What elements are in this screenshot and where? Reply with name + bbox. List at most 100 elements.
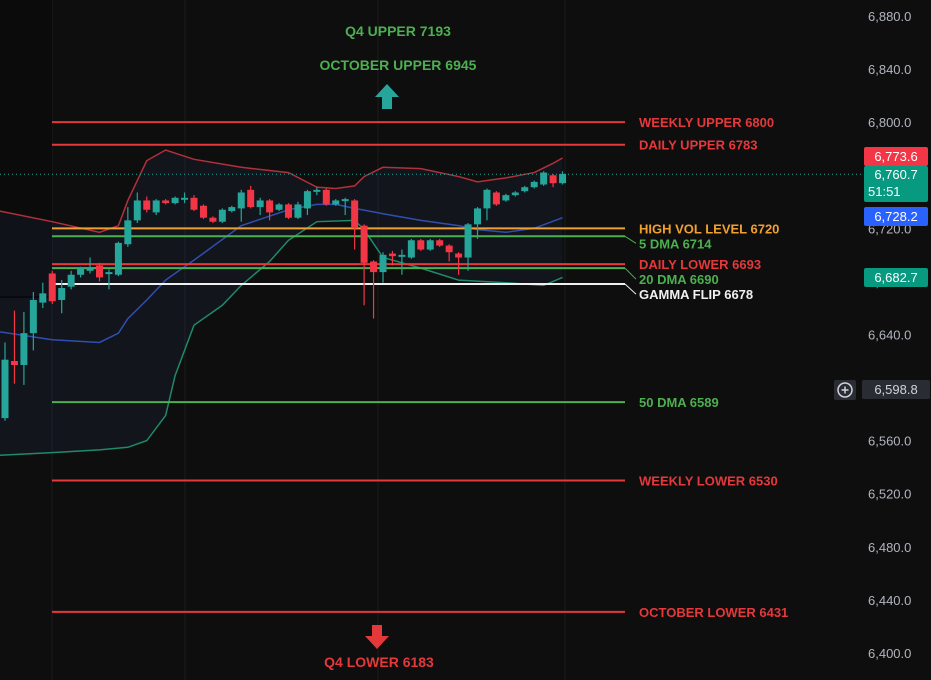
down-arrow-icon <box>365 625 389 649</box>
candle-down <box>445 244 453 262</box>
candle-body <box>559 173 567 184</box>
candle-up <box>124 207 132 247</box>
candle-body <box>275 204 283 210</box>
candle-down <box>322 188 330 206</box>
candle-up <box>559 171 567 185</box>
candle-body <box>540 172 548 185</box>
candle-up <box>218 208 226 224</box>
candle-body <box>379 254 387 273</box>
candle-down <box>209 216 217 224</box>
candle-body <box>48 273 56 302</box>
candle-down <box>162 199 170 205</box>
candle-up <box>426 238 434 251</box>
candle-body <box>511 192 519 196</box>
level-label: OCTOBER LOWER 6431 <box>639 605 788 620</box>
candle-down <box>190 195 198 212</box>
y-axis-tick-label: 6,480.0 <box>868 540 911 555</box>
y-axis-tick-label: 6,400.0 <box>868 646 911 661</box>
candle-down <box>388 250 396 266</box>
candle-body <box>341 199 349 202</box>
candle-down <box>492 191 500 206</box>
candle-up <box>275 203 283 212</box>
candle-body <box>133 200 141 221</box>
candle-up <box>256 197 264 216</box>
candle-body <box>266 200 274 213</box>
last-price-badge: 6,760.7 51:51 <box>864 166 928 202</box>
candle-up <box>511 191 519 197</box>
candle-body <box>483 189 491 209</box>
candle-up <box>133 192 141 224</box>
candle-body <box>143 200 151 210</box>
bar-countdown: 51:51 <box>868 184 901 199</box>
bollinger-upper-line <box>0 149 563 234</box>
candle-body <box>162 200 170 204</box>
candle-body <box>199 205 207 218</box>
level-label: DAILY LOWER 6693 <box>639 257 761 272</box>
candle-up <box>77 266 85 278</box>
candle-body <box>86 268 94 271</box>
candle-body <box>124 220 132 245</box>
y-axis-tick-label: 6,840.0 <box>868 62 911 77</box>
candle-body <box>436 240 444 246</box>
candle-body <box>29 299 37 334</box>
candle-body <box>218 209 226 222</box>
candle-down <box>199 204 207 220</box>
candle-body <box>237 192 245 209</box>
up-arrow-icon <box>375 84 399 109</box>
level-label: DAILY UPPER 6783 <box>639 138 758 153</box>
candle-body <box>332 200 340 205</box>
y-axis-tick-label: 6,560.0 <box>868 434 911 449</box>
candle-up <box>237 189 245 222</box>
candle-body <box>1 359 9 419</box>
add-alert-button[interactable] <box>834 380 856 400</box>
candle-body <box>190 197 198 210</box>
candle-body <box>303 191 311 209</box>
candle-up <box>313 187 321 196</box>
level-label: GAMMA FLIP 6678 <box>639 287 753 302</box>
y-axis-tick-label: 6,440.0 <box>868 593 911 608</box>
y-axis-tick-label: 6,640.0 <box>868 327 911 342</box>
candle-up <box>464 223 472 271</box>
october-upper-annotation: OCTOBER UPPER 6945 <box>319 57 477 73</box>
candle-up <box>39 282 47 308</box>
candle-body <box>530 181 538 188</box>
candle-up <box>105 269 113 290</box>
candle-body <box>256 200 264 208</box>
candle-up <box>58 280 66 314</box>
candle-down <box>370 260 378 319</box>
level-label-leader <box>624 267 637 280</box>
candle-up <box>521 185 529 193</box>
candle-body <box>370 261 378 273</box>
candle-up <box>171 196 179 205</box>
q4-lower-annotation: Q4 LOWER 6183 <box>324 654 434 670</box>
candle-up <box>181 192 189 204</box>
candle-body <box>388 253 396 257</box>
candle-body <box>247 189 255 208</box>
candle-down <box>285 203 292 220</box>
candle-up <box>228 205 236 213</box>
candle-down <box>417 238 425 251</box>
candle-body <box>209 217 217 222</box>
candle-body <box>20 333 28 366</box>
candle-body <box>464 224 472 258</box>
candle-body <box>105 272 113 275</box>
level-label-leader <box>624 235 637 244</box>
y-axis-tick-label: 6,800.0 <box>868 115 911 130</box>
level-label: 5 DMA 6714 <box>639 236 712 251</box>
candle-up <box>341 197 349 216</box>
y-axis-tick-label: 6,520.0 <box>868 487 911 502</box>
candle-body <box>114 242 122 275</box>
candle-up <box>1 342 9 421</box>
level-label: HIGH VOL LEVEL 6720 <box>639 221 779 236</box>
y-axis-tick-label: 6,880.0 <box>868 9 911 24</box>
candle-down <box>10 310 18 384</box>
candle-body <box>398 254 406 257</box>
bb-middle-price-badge: 6,728.2 <box>864 207 928 226</box>
candle-up <box>294 201 302 220</box>
candle-body <box>77 268 85 275</box>
candle-body <box>474 208 481 225</box>
candle-up <box>530 180 538 189</box>
level-label: WEEKLY LOWER 6530 <box>639 473 778 488</box>
